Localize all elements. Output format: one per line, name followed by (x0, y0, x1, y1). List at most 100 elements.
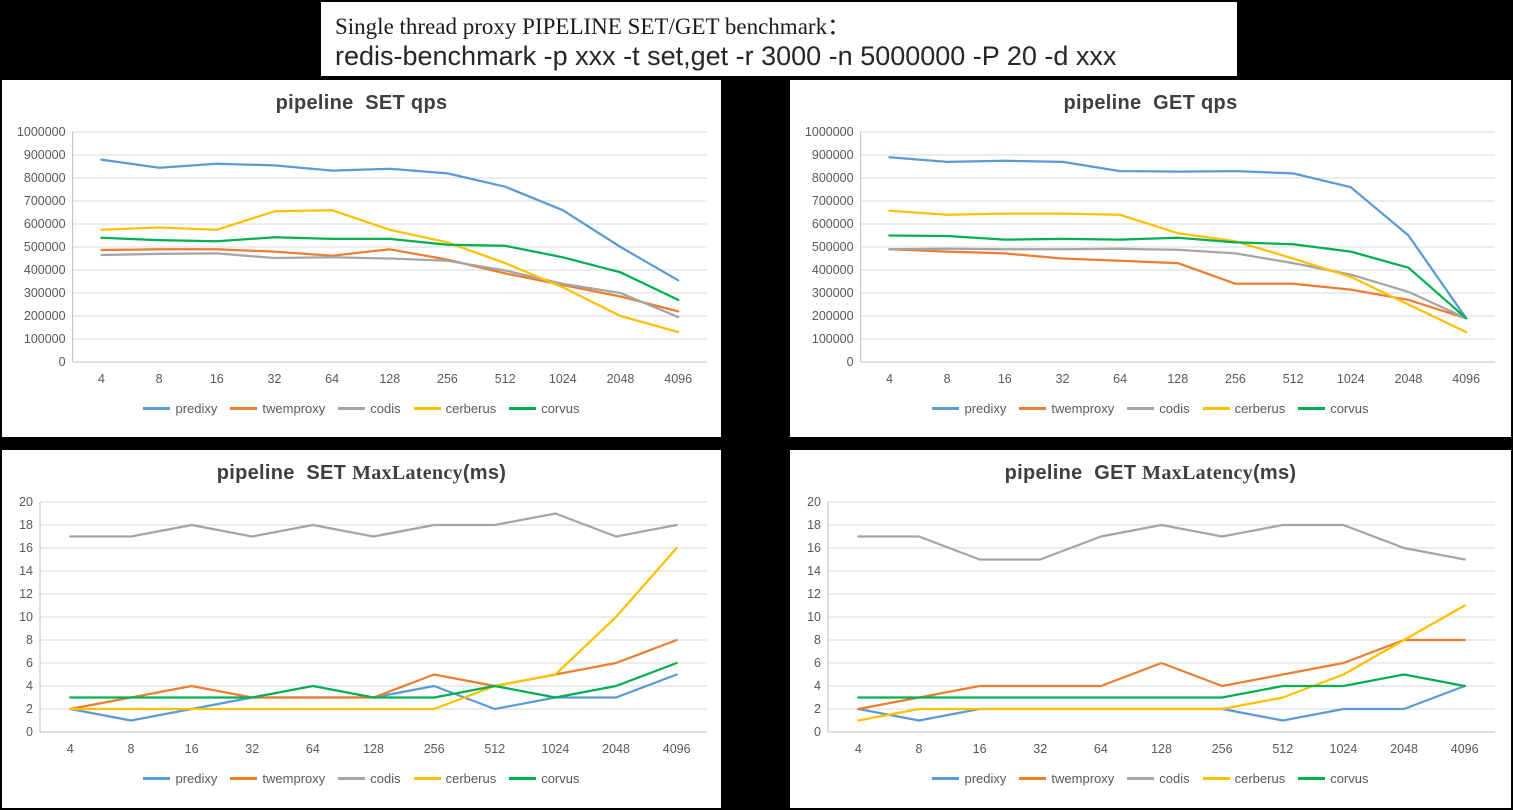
gridlines: 0 100000 200000 300000 400000 500000 600000 700… (805, 125, 1495, 369)
x-axis-tick-label: 512 (1283, 372, 1304, 386)
legend-label-twemproxy: twemproxy (262, 400, 326, 416)
legend-item-cerberus: cerberus (1202, 401, 1285, 416)
chart-title-set-maxlatency: pipeline SET MaxLatency(ms) (2, 462, 721, 492)
legend-label-twemproxy: twemproxy (1051, 770, 1115, 786)
legend-item-cerberus: cerberus (413, 401, 496, 416)
series-line-predixy (100, 158, 680, 282)
x-axis-tick-label: 64 (325, 372, 339, 386)
legend-line-sample-twemproxy (230, 776, 258, 780)
legend-item-codis: codis (338, 771, 401, 786)
x-axis-tick-label: 16 (973, 742, 987, 756)
series-line-corvus (857, 673, 1466, 699)
series-line-corvus (888, 234, 1468, 320)
legend-label-codis: codis (1159, 770, 1190, 786)
x-axis-tick-label: 32 (245, 742, 259, 756)
y-axis-tick-label: 8 (26, 633, 33, 647)
x-axis-tick-label: 256 (437, 372, 458, 386)
x-axis-tick-label: 4096 (1451, 742, 1479, 756)
x-axis-tick-label: 32 (1033, 742, 1047, 756)
x-axis-tick-label: 512 (1272, 742, 1293, 756)
chart-legend-set-maxlatency: predixy twemproxy codis cerberus corvus (2, 762, 721, 794)
legend-line-sample-codis (1127, 406, 1155, 410)
legend-item-predixy: predixy (143, 401, 217, 416)
y-axis-tick-label: 2 (26, 702, 33, 716)
y-axis-tick-label: 100000 (812, 332, 854, 346)
legend-label-cerberus: cerberus (445, 770, 497, 786)
x-axis-tick-label: 4096 (663, 742, 691, 756)
x-axis-tick-label: 8 (156, 372, 163, 386)
legend-item-predixy: predixy (932, 401, 1006, 416)
legend-line-sample-twemproxy (1019, 406, 1047, 410)
y-axis-tick-label: 10 (807, 610, 821, 624)
x-axis-tick-label: 16 (210, 372, 224, 386)
x-axis-tick-label: 8 (944, 372, 951, 386)
chart-title-text: pipeline GET (1004, 462, 1143, 484)
chart-title-text: (ms) (462, 462, 507, 484)
series-line-corvus (69, 661, 678, 699)
x-axis-labels: 4 8 16 32 64 128 256 512 1024 2048 4096 (886, 372, 1480, 386)
legend-item-corvus: corvus (509, 401, 580, 416)
x-axis-tick-label: 16 (998, 372, 1012, 386)
y-axis-tick-label: 4 (26, 679, 33, 693)
y-axis-tick-label: 14 (19, 564, 33, 578)
x-axis-tick-label: 4 (67, 742, 74, 756)
y-axis-tick-label: 600000 (24, 217, 66, 231)
x-axis-tick-label: 1024 (542, 742, 570, 756)
y-axis-tick-label: 20 (19, 495, 33, 509)
legend-line-sample-predixy (143, 776, 171, 780)
y-axis-tick-label: 12 (807, 587, 821, 601)
legend-item-corvus: corvus (509, 771, 580, 786)
legend-item-predixy: predixy (932, 771, 1006, 786)
y-axis-tick-label: 10 (19, 610, 33, 624)
y-axis-tick-label: 500000 (812, 240, 854, 254)
legend-item-twemproxy: twemproxy (1019, 401, 1114, 416)
benchmark-command: redis-benchmark -p xxx -t set,get -r 300… (335, 41, 1117, 71)
chart-plot-get-qps: 0 100000 200000 300000 400000 500000 600000 700… (805, 125, 1495, 386)
chart-plot-set-qps: 0 100000 200000 300000 400000 500000 600000 700… (17, 125, 707, 386)
x-axis-tick-label: 512 (495, 372, 516, 386)
y-axis-tick-label: 0 (26, 725, 33, 739)
legend-line-sample-codis (338, 776, 366, 780)
y-axis-tick-label: 6 (814, 656, 821, 670)
x-axis-labels: 4 8 16 32 64 128 256 512 1024 2048 4096 (67, 742, 691, 756)
legend-label-twemproxy: twemproxy (262, 770, 326, 786)
legend-label-predixy: predixy (175, 400, 218, 416)
x-axis-tick-label: 8 (915, 742, 922, 756)
y-axis-tick-label: 18 (19, 518, 33, 532)
x-axis-tick-label: 128 (1167, 372, 1188, 386)
series-line-corvus (100, 236, 680, 302)
x-axis-tick-label: 1024 (549, 372, 577, 386)
legend-item-codis: codis (1127, 401, 1190, 416)
legend-line-sample-codis (1127, 776, 1155, 780)
legend-label-twemproxy: twemproxy (1051, 400, 1115, 416)
y-axis-tick-label: 700000 (24, 194, 66, 208)
x-axis-tick-label: 16 (185, 742, 199, 756)
x-axis-tick-label: 4096 (1452, 372, 1480, 386)
legend-item-codis: codis (338, 401, 401, 416)
y-axis-tick-label: 0 (814, 725, 821, 739)
y-axis-tick-label: 100000 (24, 332, 66, 346)
x-axis-tick-label: 256 (1225, 372, 1246, 386)
chart-legend-get-qps: predixy twemproxy codis cerberus corvus (790, 392, 1511, 424)
legend-line-sample-cerberus (413, 776, 441, 780)
legend-line-sample-corvus (509, 406, 537, 410)
series-line-codis (69, 512, 678, 538)
x-axis-tick-label: 4096 (664, 372, 692, 386)
chart-title-set-qps: pipeline SET qps (2, 92, 721, 122)
x-axis-labels: 4 8 16 32 64 128 256 512 1024 2048 4096 (855, 742, 1479, 756)
y-axis-tick-label: 300000 (24, 286, 66, 300)
y-axis-tick-label: 0 (59, 355, 66, 369)
series-line-twemproxy (69, 638, 678, 711)
legend-label-cerberus: cerberus (1234, 770, 1286, 786)
legend-line-sample-twemproxy (230, 406, 258, 410)
legend-label-predixy: predixy (964, 770, 1007, 786)
chart-title-text: (ms) (1252, 462, 1297, 484)
legend-line-sample-cerberus (413, 406, 441, 410)
x-axis-tick-label: 4 (98, 372, 105, 386)
x-axis-tick-label: 128 (363, 742, 384, 756)
series-line-predixy (888, 156, 1468, 320)
legend-item-twemproxy: twemproxy (230, 401, 325, 416)
x-axis-tick-label: 2048 (1390, 742, 1418, 756)
x-axis-tick-label: 32 (268, 372, 282, 386)
